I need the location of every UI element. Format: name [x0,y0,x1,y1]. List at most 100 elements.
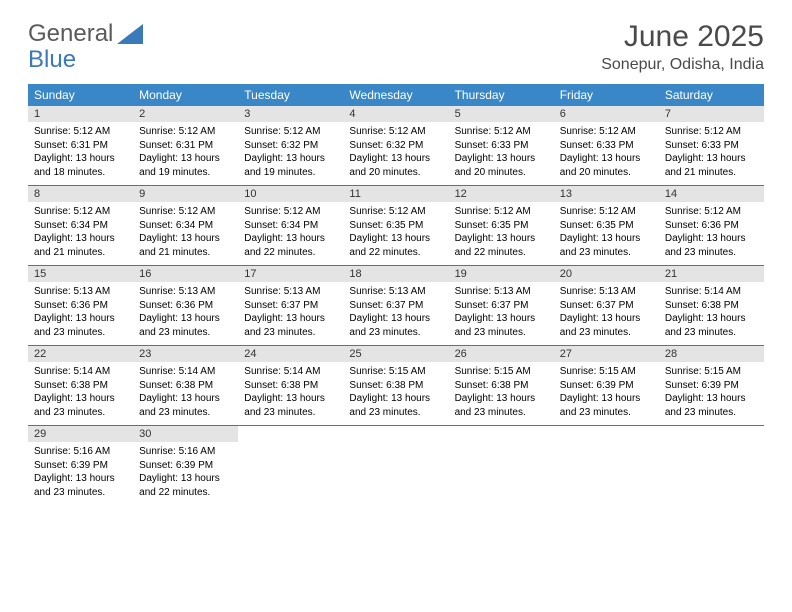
sunset: Sunset: 6:39 PM [34,459,127,473]
weekday-header: Saturday [659,84,764,106]
day-cell: 22Sunrise: 5:14 AMSunset: 6:38 PMDayligh… [28,346,133,425]
sunrise: Sunrise: 5:13 AM [139,285,232,299]
day-content: Sunrise: 5:16 AMSunset: 6:39 PMDaylight:… [28,442,133,505]
daylight-1: Daylight: 13 hours [560,392,653,406]
daylight-1: Daylight: 13 hours [244,232,337,246]
sunrise: Sunrise: 5:13 AM [455,285,548,299]
daylight-1: Daylight: 13 hours [34,472,127,486]
daylight-2: and 23 minutes. [34,486,127,500]
day-number: 22 [28,346,133,362]
sunrise: Sunrise: 5:14 AM [665,285,758,299]
week-row: 8Sunrise: 5:12 AMSunset: 6:34 PMDaylight… [28,186,764,266]
sunset: Sunset: 6:39 PM [139,459,232,473]
daylight-2: and 21 minutes. [34,246,127,260]
daylight-1: Daylight: 13 hours [349,312,442,326]
logo-text-1: General [28,20,113,48]
day-cell: 20Sunrise: 5:13 AMSunset: 6:37 PMDayligh… [554,266,659,345]
daylight-2: and 19 minutes. [139,166,232,180]
daylight-2: and 23 minutes. [139,326,232,340]
day-number: 26 [449,346,554,362]
weekday-header: Sunday [28,84,133,106]
day-cell [659,426,764,505]
sunset: Sunset: 6:38 PM [665,299,758,313]
day-number: 7 [659,106,764,122]
day-cell [449,426,554,505]
sunset: Sunset: 6:36 PM [139,299,232,313]
day-content: Sunrise: 5:13 AMSunset: 6:37 PMDaylight:… [554,282,659,345]
sunrise: Sunrise: 5:15 AM [665,365,758,379]
sunset: Sunset: 6:38 PM [34,379,127,393]
day-number: 1 [28,106,133,122]
daylight-2: and 21 minutes. [665,166,758,180]
day-number: 15 [28,266,133,282]
day-cell: 23Sunrise: 5:14 AMSunset: 6:38 PMDayligh… [133,346,238,425]
sunrise: Sunrise: 5:13 AM [560,285,653,299]
daylight-1: Daylight: 13 hours [349,232,442,246]
sunrise: Sunrise: 5:12 AM [34,205,127,219]
sunset: Sunset: 6:35 PM [560,219,653,233]
day-number: 23 [133,346,238,362]
day-cell: 15Sunrise: 5:13 AMSunset: 6:36 PMDayligh… [28,266,133,345]
daylight-2: and 18 minutes. [34,166,127,180]
sunset: Sunset: 6:33 PM [455,139,548,153]
sunset: Sunset: 6:35 PM [349,219,442,233]
day-cell: 11Sunrise: 5:12 AMSunset: 6:35 PMDayligh… [343,186,448,265]
day-content: Sunrise: 5:12 AMSunset: 6:31 PMDaylight:… [28,122,133,185]
day-cell: 19Sunrise: 5:13 AMSunset: 6:37 PMDayligh… [449,266,554,345]
daylight-2: and 22 minutes. [455,246,548,260]
daylight-1: Daylight: 13 hours [244,392,337,406]
daylight-2: and 23 minutes. [455,326,548,340]
daylight-1: Daylight: 13 hours [455,232,548,246]
day-cell: 5Sunrise: 5:12 AMSunset: 6:33 PMDaylight… [449,106,554,185]
daylight-2: and 23 minutes. [139,406,232,420]
day-cell [238,426,343,505]
day-content: Sunrise: 5:15 AMSunset: 6:38 PMDaylight:… [449,362,554,425]
day-number: 12 [449,186,554,202]
daylight-1: Daylight: 13 hours [560,152,653,166]
daylight-2: and 23 minutes. [244,406,337,420]
sunset: Sunset: 6:33 PM [665,139,758,153]
day-number: 6 [554,106,659,122]
daylight-1: Daylight: 13 hours [665,392,758,406]
day-cell: 7Sunrise: 5:12 AMSunset: 6:33 PMDaylight… [659,106,764,185]
day-cell: 1Sunrise: 5:12 AMSunset: 6:31 PMDaylight… [28,106,133,185]
daylight-2: and 20 minutes. [560,166,653,180]
header: General June 2025 Sonepur, Odisha, India [28,20,764,74]
sunset: Sunset: 6:32 PM [244,139,337,153]
day-number: 19 [449,266,554,282]
sunset: Sunset: 6:36 PM [665,219,758,233]
sunrise: Sunrise: 5:15 AM [349,365,442,379]
day-cell: 24Sunrise: 5:14 AMSunset: 6:38 PMDayligh… [238,346,343,425]
logo: General [28,20,143,48]
day-number: 27 [554,346,659,362]
sunrise: Sunrise: 5:14 AM [139,365,232,379]
day-content: Sunrise: 5:12 AMSunset: 6:34 PMDaylight:… [133,202,238,265]
day-number: 13 [554,186,659,202]
daylight-2: and 23 minutes. [349,326,442,340]
day-content: Sunrise: 5:13 AMSunset: 6:37 PMDaylight:… [238,282,343,345]
sunset: Sunset: 6:38 PM [349,379,442,393]
daylight-2: and 23 minutes. [665,246,758,260]
sunrise: Sunrise: 5:15 AM [455,365,548,379]
sunrise: Sunrise: 5:12 AM [560,125,653,139]
sunset: Sunset: 6:34 PM [139,219,232,233]
sunset: Sunset: 6:34 PM [244,219,337,233]
day-cell: 18Sunrise: 5:13 AMSunset: 6:37 PMDayligh… [343,266,448,345]
day-cell: 28Sunrise: 5:15 AMSunset: 6:39 PMDayligh… [659,346,764,425]
week-row: 22Sunrise: 5:14 AMSunset: 6:38 PMDayligh… [28,346,764,426]
daylight-1: Daylight: 13 hours [139,472,232,486]
sunrise: Sunrise: 5:16 AM [34,445,127,459]
calendar: SundayMondayTuesdayWednesdayThursdayFrid… [28,84,764,505]
day-cell: 8Sunrise: 5:12 AMSunset: 6:34 PMDaylight… [28,186,133,265]
daylight-1: Daylight: 13 hours [349,392,442,406]
sunset: Sunset: 6:31 PM [34,139,127,153]
daylight-2: and 23 minutes. [455,406,548,420]
daylight-1: Daylight: 13 hours [560,312,653,326]
daylight-1: Daylight: 13 hours [455,312,548,326]
day-cell: 14Sunrise: 5:12 AMSunset: 6:36 PMDayligh… [659,186,764,265]
daylight-1: Daylight: 13 hours [665,232,758,246]
daylight-1: Daylight: 13 hours [665,152,758,166]
sunrise: Sunrise: 5:15 AM [560,365,653,379]
day-cell: 2Sunrise: 5:12 AMSunset: 6:31 PMDaylight… [133,106,238,185]
day-content: Sunrise: 5:15 AMSunset: 6:39 PMDaylight:… [659,362,764,425]
